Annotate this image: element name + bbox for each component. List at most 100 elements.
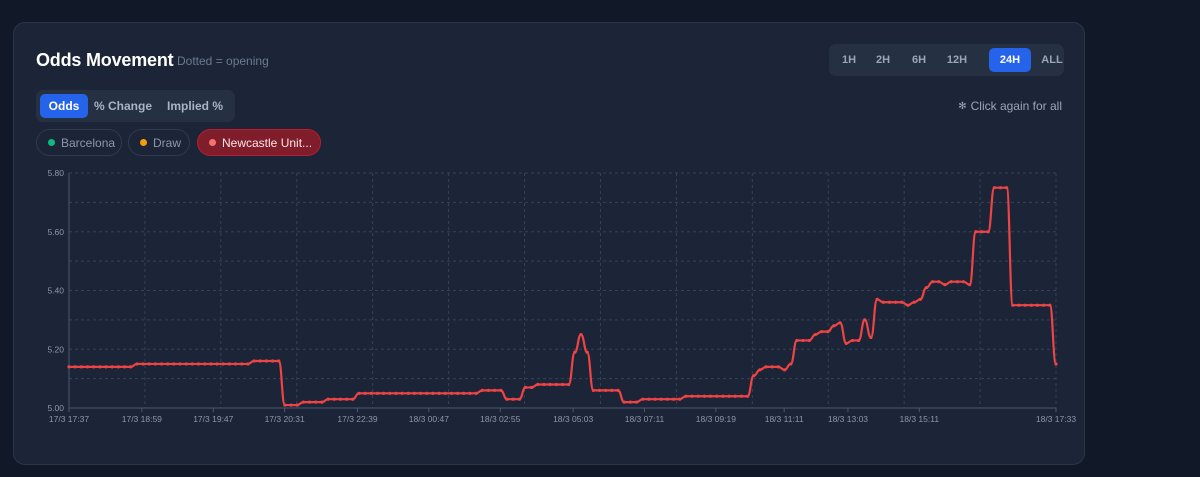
data-point[interactable] <box>437 391 441 395</box>
data-point[interactable] <box>665 397 669 401</box>
data-point[interactable] <box>338 397 343 401</box>
data-point[interactable] <box>782 368 787 372</box>
data-point[interactable] <box>221 362 225 366</box>
data-point[interactable] <box>1048 303 1052 307</box>
data-point[interactable] <box>351 397 355 401</box>
data-point[interactable] <box>98 365 102 369</box>
data-point[interactable] <box>159 362 164 366</box>
mode-percent-change-tab[interactable]: % Change <box>91 94 155 118</box>
data-point[interactable] <box>456 391 460 395</box>
data-point[interactable] <box>530 385 534 390</box>
data-point[interactable] <box>980 230 984 234</box>
data-point[interactable] <box>493 388 497 392</box>
data-point[interactable] <box>209 362 213 366</box>
data-point[interactable] <box>745 394 750 398</box>
data-point[interactable] <box>468 391 472 395</box>
range-6h-button[interactable]: 6H <box>903 48 935 72</box>
data-point[interactable] <box>375 391 380 395</box>
data-point[interactable] <box>289 403 293 407</box>
data-point[interactable] <box>1011 303 1015 307</box>
data-point[interactable] <box>542 382 546 387</box>
data-point[interactable] <box>227 362 231 366</box>
data-point[interactable] <box>961 280 966 284</box>
data-point[interactable] <box>252 359 256 363</box>
data-point[interactable] <box>135 362 139 366</box>
data-point[interactable] <box>85 365 90 369</box>
data-point[interactable] <box>412 391 417 395</box>
data-point[interactable] <box>517 397 521 401</box>
data-point[interactable] <box>73 365 77 369</box>
data-point[interactable] <box>129 365 133 369</box>
data-point[interactable] <box>320 400 324 404</box>
data-point[interactable] <box>147 362 151 366</box>
data-point[interactable] <box>110 365 114 369</box>
data-point[interactable] <box>190 362 194 366</box>
data-point[interactable] <box>258 359 262 363</box>
data-point[interactable] <box>270 359 275 363</box>
data-point[interactable] <box>949 280 953 284</box>
selection-chip-barcelona[interactable]: Barcelona <box>36 129 122 156</box>
data-point[interactable] <box>696 394 700 398</box>
data-point[interactable] <box>579 332 583 337</box>
data-point[interactable] <box>474 391 478 395</box>
data-point[interactable] <box>801 338 805 343</box>
data-point[interactable] <box>844 341 848 345</box>
data-point[interactable] <box>264 359 268 363</box>
data-point[interactable] <box>850 338 855 343</box>
data-point[interactable] <box>307 400 312 404</box>
data-point[interactable] <box>332 397 336 401</box>
data-point[interactable] <box>480 388 484 392</box>
data-point[interactable] <box>233 362 238 366</box>
data-point[interactable] <box>659 397 663 401</box>
data-point[interactable] <box>813 332 818 337</box>
data-point[interactable] <box>894 300 898 304</box>
data-point[interactable] <box>240 362 244 366</box>
data-point[interactable] <box>567 382 571 387</box>
data-point[interactable] <box>196 362 201 366</box>
selection-chip-newcastle[interactable]: Newcastle Unit... <box>197 129 321 156</box>
data-point[interactable] <box>610 388 614 392</box>
data-point[interactable] <box>819 330 824 334</box>
data-point[interactable] <box>752 374 756 378</box>
data-point[interactable] <box>912 300 916 304</box>
data-point[interactable] <box>184 362 188 366</box>
data-point[interactable] <box>116 365 120 369</box>
data-point[interactable] <box>739 394 743 398</box>
data-point[interactable] <box>67 365 71 369</box>
data-point[interactable] <box>548 382 552 387</box>
data-point[interactable] <box>863 318 867 322</box>
data-point[interactable] <box>554 382 558 387</box>
data-point[interactable] <box>425 391 429 395</box>
data-point[interactable] <box>314 400 318 404</box>
data-point[interactable] <box>283 403 287 407</box>
data-point[interactable] <box>770 365 774 369</box>
data-point[interactable] <box>462 391 466 395</box>
data-point[interactable] <box>585 350 589 354</box>
data-point[interactable] <box>523 385 528 390</box>
data-point[interactable] <box>301 400 306 404</box>
data-point[interactable] <box>758 368 762 372</box>
data-point[interactable] <box>1054 362 1058 366</box>
data-point[interactable] <box>628 400 632 404</box>
data-point[interactable] <box>986 230 990 234</box>
data-point[interactable] <box>536 382 540 387</box>
data-point[interactable] <box>968 283 972 287</box>
data-point[interactable] <box>246 362 250 366</box>
data-point[interactable] <box>826 330 830 334</box>
data-point[interactable] <box>776 365 781 369</box>
data-point[interactable] <box>357 391 361 395</box>
range-24h-button[interactable]: 24H <box>989 48 1031 72</box>
data-point[interactable] <box>838 321 842 325</box>
data-point[interactable] <box>641 397 645 401</box>
data-point[interactable] <box>690 394 694 398</box>
data-point[interactable] <box>573 350 577 354</box>
data-point[interactable] <box>789 362 793 366</box>
data-point[interactable] <box>937 280 941 284</box>
data-point[interactable] <box>998 186 1003 190</box>
data-point[interactable] <box>795 338 799 343</box>
data-point[interactable] <box>486 388 491 392</box>
data-point[interactable] <box>591 388 595 392</box>
data-point[interactable] <box>616 388 620 392</box>
data-point[interactable] <box>955 280 959 284</box>
data-point[interactable] <box>918 297 922 301</box>
